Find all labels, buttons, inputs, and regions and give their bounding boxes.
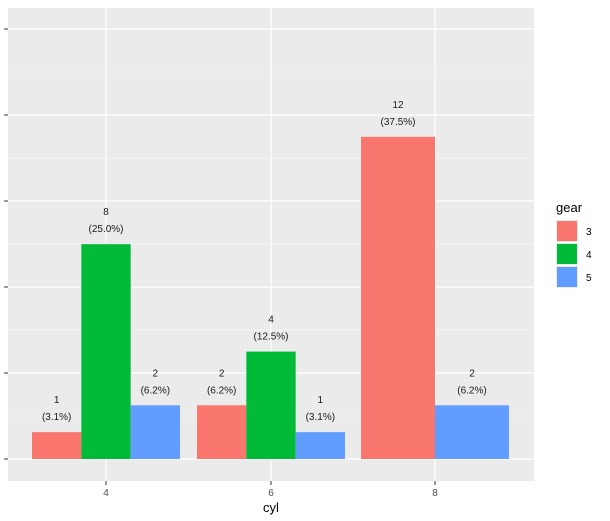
bar-labels: 1 (3.1%) 8 (25.0%) 2 (6.2%) 2 (6.2%) 4 (12.5%) 1 (3… xyxy=(42,100,487,423)
bar-4-gear-5 xyxy=(130,405,180,459)
bar-count-label: 12 xyxy=(392,100,404,111)
legend-label: 5 xyxy=(586,273,592,284)
bar-percent-label: (12.5%) xyxy=(253,332,288,343)
bar-count-label: 4 xyxy=(268,315,274,326)
bar-count-label: 2 xyxy=(219,368,225,379)
bar-percent-label: (6.2%) xyxy=(207,385,236,396)
bar-percent-label: (6.2%) xyxy=(141,385,170,396)
legend-key-gear-5 xyxy=(557,267,577,287)
bar-count-label: 2 xyxy=(469,368,475,379)
bar-count-label: 1 xyxy=(54,395,60,406)
legend-title: gear xyxy=(556,200,583,215)
y-axis-ticks xyxy=(4,28,8,460)
bars xyxy=(32,136,509,460)
bar-percent-label: (6.2%) xyxy=(457,385,486,396)
bar-8-gear-5 xyxy=(435,405,509,459)
legend: gear 3 4 5 xyxy=(556,200,592,288)
bar-6-gear-5 xyxy=(295,432,345,459)
bar-6-gear-4 xyxy=(246,351,296,459)
bar-4-gear-4 xyxy=(81,244,131,459)
bar-8-gear-3 xyxy=(361,136,435,460)
bar-6-gear-3 xyxy=(197,405,247,459)
bar-count-label: 2 xyxy=(153,368,159,379)
x-tick-label: 4 xyxy=(103,488,109,499)
x-tick-label: 6 xyxy=(268,488,274,499)
x-axis-title: cyl xyxy=(263,500,279,515)
bar-percent-label: (25.0%) xyxy=(88,224,123,235)
bar-count-label: 8 xyxy=(103,207,109,218)
x-tick-label: 8 xyxy=(432,488,438,499)
legend-label: 3 xyxy=(586,227,592,238)
bar-percent-label: (3.1%) xyxy=(306,412,335,423)
legend-key-gear-3 xyxy=(557,221,577,241)
legend-label: 4 xyxy=(586,250,592,261)
bar-percent-label: (3.1%) xyxy=(42,412,71,423)
bar-count-label: 1 xyxy=(318,395,324,406)
x-axis: 4 6 8 xyxy=(103,481,438,499)
bar-percent-label: (37.5%) xyxy=(380,117,415,128)
legend-key-gear-4 xyxy=(557,244,577,264)
bar-4-gear-3 xyxy=(32,432,82,459)
